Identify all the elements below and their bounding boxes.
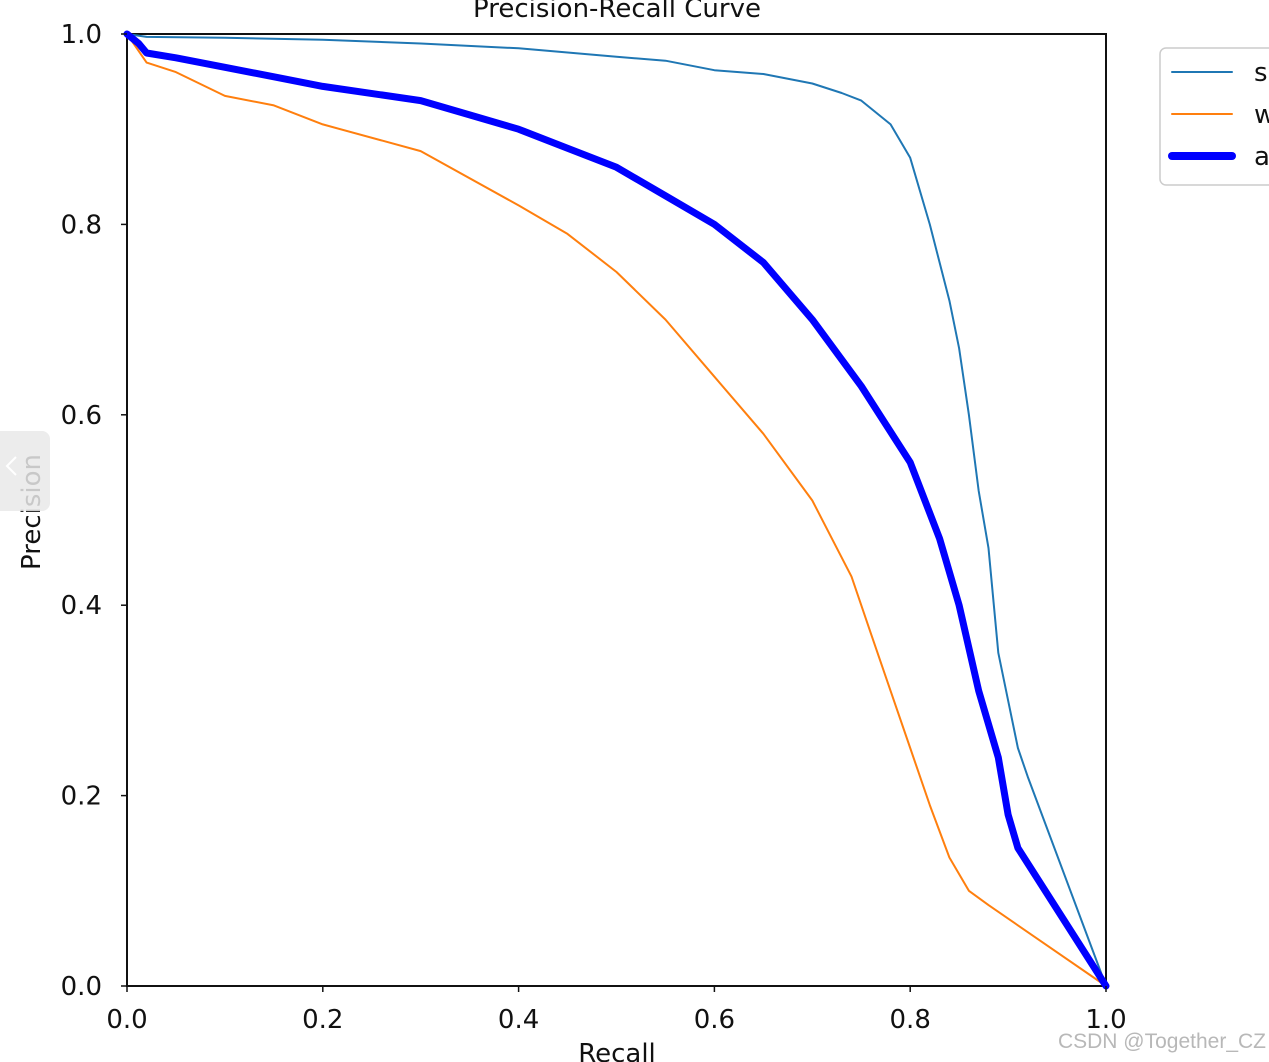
legend: swa: [1159, 47, 1269, 186]
x-tick-label: 0.8: [890, 1005, 931, 1035]
x-tick-label: 0.6: [694, 1005, 735, 1035]
chart-title: Precision-Recall Curve: [473, 0, 761, 24]
legend-label-a: a: [1254, 142, 1269, 172]
y-tick-label: 0.8: [61, 210, 102, 240]
y-tick-label: 1.0: [61, 20, 102, 50]
x-tick-label: 0.0: [106, 1005, 147, 1035]
series-line-s: [126, 33, 1107, 987]
legend-items: swa: [1168, 58, 1269, 172]
y-tick-label: 0.4: [61, 591, 102, 621]
series-line-w: [126, 33, 1107, 987]
y-tick-label: 0.0: [61, 972, 102, 1002]
x-tick-label: 1.0: [1085, 1005, 1126, 1035]
legend-label-w: w: [1254, 100, 1269, 130]
y-tick-label: 0.2: [61, 782, 102, 812]
legend-label-s: s: [1254, 58, 1268, 88]
x-tick-label: 0.2: [302, 1005, 343, 1035]
series-layer: [123, 30, 1110, 990]
y-tick-label: 0.6: [61, 401, 102, 431]
collapse-sidebar-tab[interactable]: [0, 431, 50, 511]
plot-area: [126, 33, 1107, 987]
watermark: CSDN @Together_CZ: [1058, 1030, 1266, 1053]
tick-layer: 0.0 0.2 0.4 0.6 0.8 1.0 0.0 0.2 0.4 0.6 0.8 1.0: [61, 20, 1127, 1035]
series-line-a: [123, 30, 1110, 990]
legend-frame: [1159, 47, 1269, 186]
x-tick-label: 0.4: [498, 1005, 539, 1035]
chevron-left-icon: [5, 456, 17, 476]
x-axis-title: Recall: [578, 1039, 656, 1062]
